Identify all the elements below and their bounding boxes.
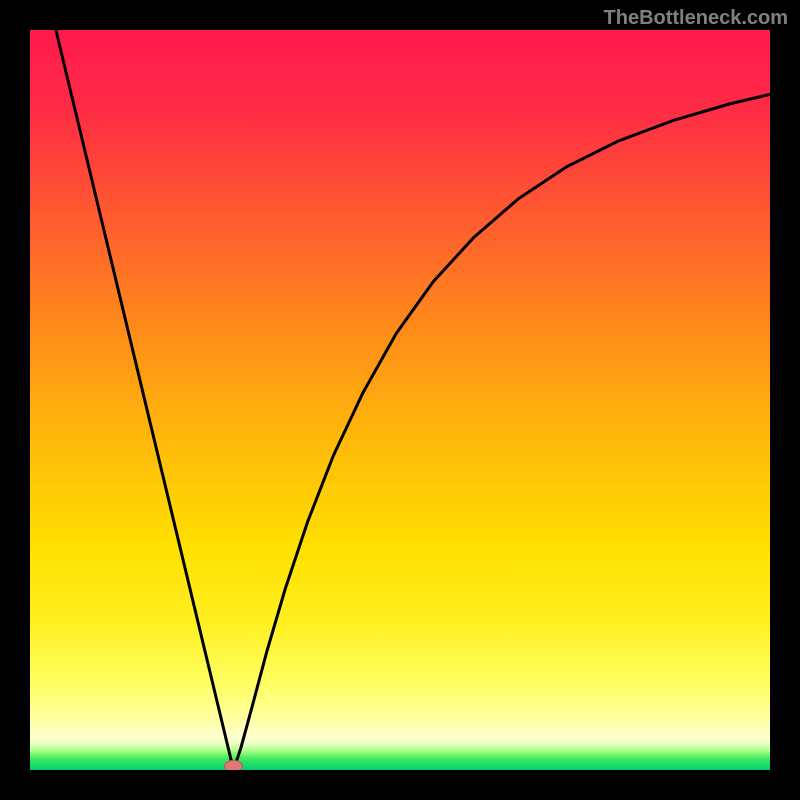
bottleneck-chart: TheBottleneck.com (0, 0, 800, 800)
plot-background (30, 30, 770, 770)
watermark-text: TheBottleneck.com (604, 7, 788, 29)
